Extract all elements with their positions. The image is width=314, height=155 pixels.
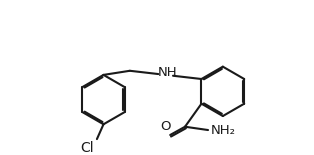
- Text: Cl: Cl: [80, 141, 94, 155]
- Text: NH: NH: [158, 66, 177, 79]
- Text: NH₂: NH₂: [210, 124, 236, 137]
- Text: O: O: [160, 120, 171, 133]
